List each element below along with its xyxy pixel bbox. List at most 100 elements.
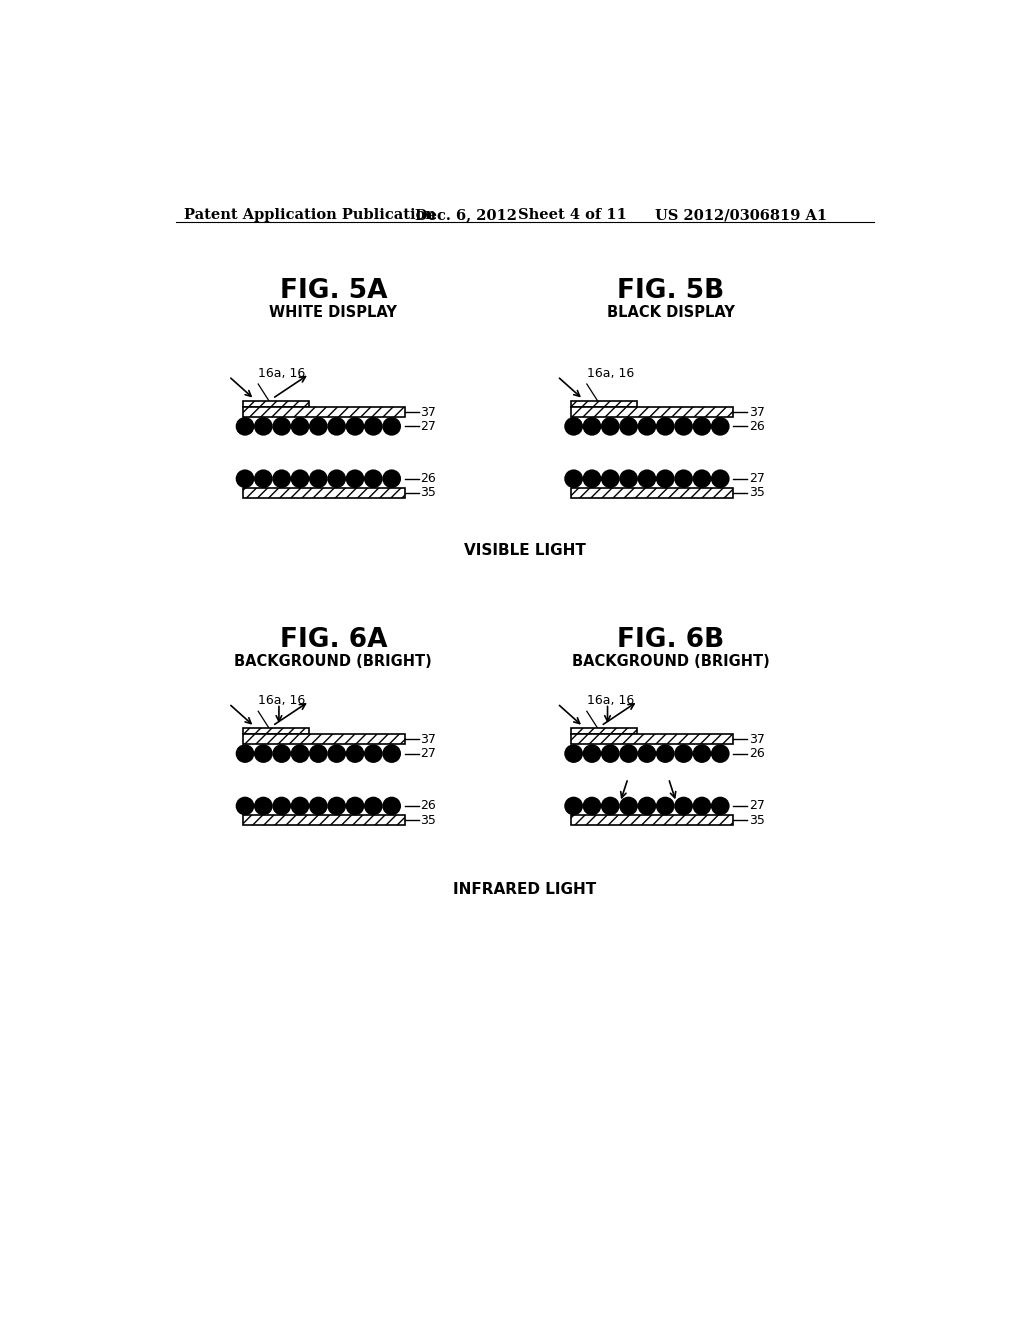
Bar — [243, 488, 404, 498]
Circle shape — [638, 418, 655, 434]
Text: 16a, 16: 16a, 16 — [587, 367, 634, 380]
Text: 35: 35 — [749, 487, 765, 499]
Circle shape — [675, 470, 692, 487]
Circle shape — [656, 470, 674, 487]
Text: INFRARED LIGHT: INFRARED LIGHT — [454, 882, 596, 898]
Bar — [243, 407, 404, 417]
Bar — [571, 401, 637, 407]
Circle shape — [310, 418, 327, 434]
Bar — [571, 407, 733, 417]
Circle shape — [675, 744, 692, 762]
Text: 27: 27 — [420, 420, 436, 433]
Circle shape — [602, 470, 618, 487]
Text: 27: 27 — [420, 747, 436, 760]
Circle shape — [365, 744, 382, 762]
Circle shape — [565, 418, 583, 434]
Circle shape — [346, 744, 364, 762]
Circle shape — [255, 418, 272, 434]
Circle shape — [693, 418, 711, 434]
Bar — [571, 816, 733, 825]
Text: FIG. 6B: FIG. 6B — [616, 627, 724, 652]
Text: 37: 37 — [749, 733, 765, 746]
Circle shape — [565, 470, 583, 487]
Text: 26: 26 — [420, 800, 436, 813]
Text: 37: 37 — [420, 733, 436, 746]
Text: 37: 37 — [749, 405, 765, 418]
Text: 26: 26 — [749, 420, 765, 433]
Text: 27: 27 — [749, 473, 765, 486]
Circle shape — [328, 744, 345, 762]
Circle shape — [237, 797, 254, 814]
Circle shape — [584, 744, 600, 762]
Text: 35: 35 — [420, 813, 436, 826]
Circle shape — [273, 744, 290, 762]
Bar — [571, 729, 637, 734]
Bar — [243, 729, 308, 734]
Circle shape — [255, 744, 272, 762]
Circle shape — [712, 744, 729, 762]
Circle shape — [621, 418, 637, 434]
Circle shape — [565, 797, 583, 814]
Text: FIG. 6A: FIG. 6A — [280, 627, 387, 652]
Circle shape — [365, 470, 382, 487]
Text: FIG. 5A: FIG. 5A — [280, 277, 387, 304]
Circle shape — [383, 797, 400, 814]
Circle shape — [638, 744, 655, 762]
Circle shape — [584, 797, 600, 814]
Circle shape — [328, 470, 345, 487]
Circle shape — [602, 797, 618, 814]
Text: VISIBLE LIGHT: VISIBLE LIGHT — [464, 544, 586, 558]
Text: 37: 37 — [420, 405, 436, 418]
Circle shape — [255, 470, 272, 487]
Circle shape — [638, 797, 655, 814]
Circle shape — [712, 797, 729, 814]
Circle shape — [346, 418, 364, 434]
Circle shape — [621, 797, 637, 814]
Text: Dec. 6, 2012: Dec. 6, 2012 — [415, 209, 517, 223]
Text: 26: 26 — [749, 747, 765, 760]
Circle shape — [693, 797, 711, 814]
Circle shape — [346, 470, 364, 487]
Text: BACKGROUND (BRIGHT): BACKGROUND (BRIGHT) — [571, 655, 769, 669]
Circle shape — [584, 470, 600, 487]
Circle shape — [712, 470, 729, 487]
Text: 27: 27 — [749, 800, 765, 813]
Circle shape — [255, 797, 272, 814]
Circle shape — [292, 744, 308, 762]
Text: US 2012/0306819 A1: US 2012/0306819 A1 — [655, 209, 827, 223]
Circle shape — [237, 418, 254, 434]
Text: 16a, 16: 16a, 16 — [258, 367, 305, 380]
Bar — [243, 401, 308, 407]
Circle shape — [602, 418, 618, 434]
Circle shape — [656, 797, 674, 814]
Bar — [571, 488, 733, 498]
Circle shape — [638, 470, 655, 487]
Circle shape — [565, 744, 583, 762]
Circle shape — [383, 418, 400, 434]
Circle shape — [310, 470, 327, 487]
Circle shape — [310, 744, 327, 762]
Circle shape — [621, 470, 637, 487]
Circle shape — [656, 744, 674, 762]
Circle shape — [346, 797, 364, 814]
Text: FIG. 5B: FIG. 5B — [616, 277, 724, 304]
Text: Sheet 4 of 11: Sheet 4 of 11 — [518, 209, 627, 223]
Circle shape — [365, 418, 382, 434]
Bar — [243, 734, 404, 744]
Text: 16a, 16: 16a, 16 — [587, 694, 634, 708]
Circle shape — [292, 418, 308, 434]
Circle shape — [675, 418, 692, 434]
Text: 35: 35 — [749, 813, 765, 826]
Circle shape — [621, 744, 637, 762]
Text: 35: 35 — [420, 487, 436, 499]
Circle shape — [237, 470, 254, 487]
Circle shape — [365, 797, 382, 814]
Circle shape — [602, 744, 618, 762]
Bar — [243, 816, 404, 825]
Circle shape — [328, 418, 345, 434]
Circle shape — [328, 797, 345, 814]
Text: 26: 26 — [420, 473, 436, 486]
Circle shape — [292, 797, 308, 814]
Circle shape — [273, 418, 290, 434]
Circle shape — [310, 797, 327, 814]
